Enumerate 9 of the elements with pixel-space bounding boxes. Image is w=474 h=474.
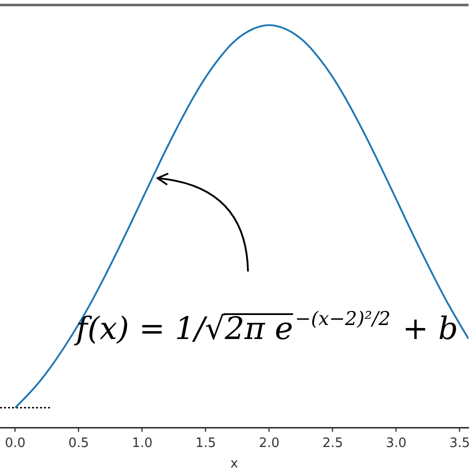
x-tick-label: 1.5 <box>195 436 216 451</box>
x-tick-label: 3.0 <box>386 436 407 451</box>
x-tick-label: 0.0 <box>4 436 26 451</box>
x-tick-label: 2.5 <box>322 436 344 451</box>
x-tick-label: 0.5 <box>68 436 90 451</box>
x-tick-label: 1.0 <box>132 436 153 451</box>
x-tick-label: 2.0 <box>258 436 280 451</box>
x-tick-label: 3.5 <box>449 436 470 451</box>
x-axis-title: x <box>230 456 238 472</box>
